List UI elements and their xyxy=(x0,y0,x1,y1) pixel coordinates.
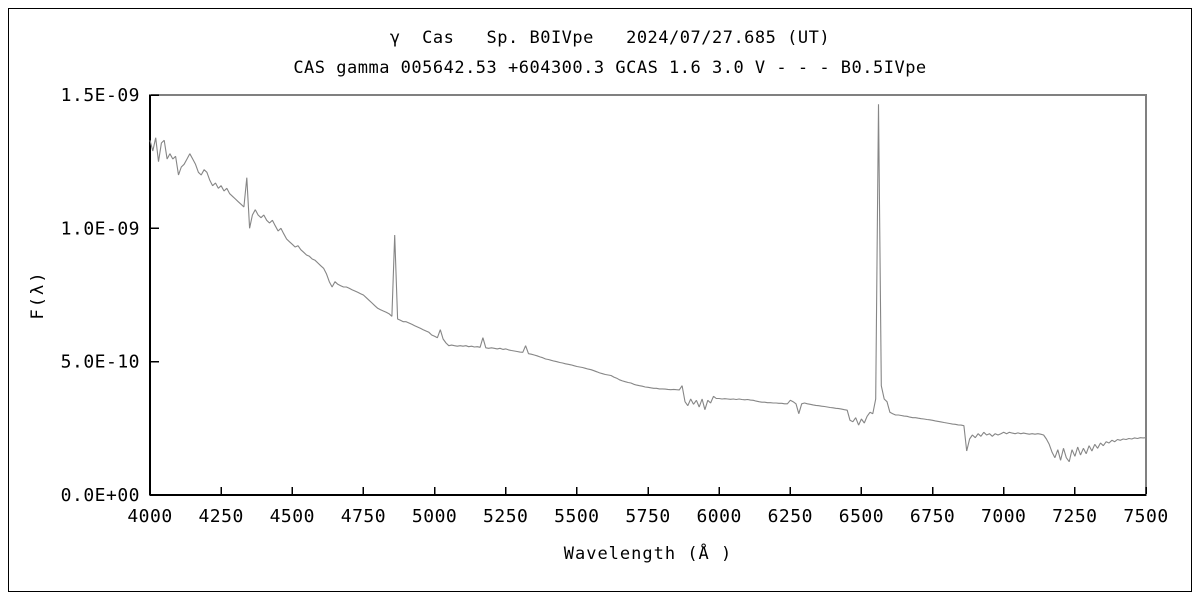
spectrum-line xyxy=(149,104,1147,463)
y-tick-label: 1.0E-09 xyxy=(61,218,140,239)
x-tick-label: 7000 xyxy=(981,506,1026,527)
y-tick-label: 5.0E-10 xyxy=(61,352,140,373)
x-tick-label: 5500 xyxy=(554,506,599,527)
x-tick-label: 6000 xyxy=(696,506,741,527)
x-tick-label: 6750 xyxy=(910,506,955,527)
x-tick-label: 5750 xyxy=(625,506,670,527)
x-axis-title: Wavelength (Å ) xyxy=(563,544,733,564)
x-tick-label: 4750 xyxy=(341,506,386,527)
x-tick-label: 5250 xyxy=(483,506,528,527)
x-tick-label: 4500 xyxy=(270,506,315,527)
y-tick-label: 1.5E-09 xyxy=(61,85,140,106)
x-tick-label: 7500 xyxy=(1123,506,1168,527)
plot-frame xyxy=(149,94,1147,496)
y-tick-label: 0.0E+00 xyxy=(61,485,140,506)
x-tick-label: 7250 xyxy=(1052,506,1097,527)
x-tick-label: 6250 xyxy=(768,506,813,527)
x-tick-label: 4000 xyxy=(127,506,172,527)
chart-subtitle: CAS gamma 005642.53 +604300.3 GCAS 1.6 3… xyxy=(293,58,927,78)
chart-title: γ Cas Sp. B0IVpe 2024/07/27.685 (UT) xyxy=(389,28,831,48)
x-tick-label: 5000 xyxy=(412,506,457,527)
x-tick-label: 6500 xyxy=(839,506,884,527)
x-tick-label: 4250 xyxy=(198,506,243,527)
